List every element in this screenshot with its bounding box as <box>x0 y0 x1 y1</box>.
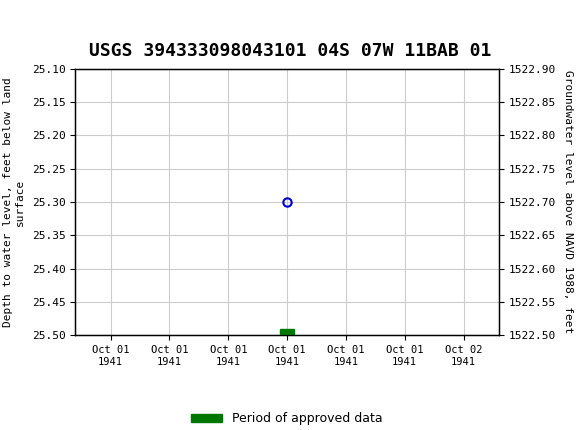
Text: ≡USGS: ≡USGS <box>12 16 78 36</box>
Y-axis label: Depth to water level, feet below land
surface: Depth to water level, feet below land su… <box>3 77 25 327</box>
Text: USGS 394333098043101 04S 07W 11BAB 01: USGS 394333098043101 04S 07W 11BAB 01 <box>89 42 491 60</box>
Bar <box>280 329 294 342</box>
Legend: Period of approved data: Period of approved data <box>186 408 388 430</box>
Y-axis label: Groundwater level above NAVD 1988, feet: Groundwater level above NAVD 1988, feet <box>563 71 572 334</box>
